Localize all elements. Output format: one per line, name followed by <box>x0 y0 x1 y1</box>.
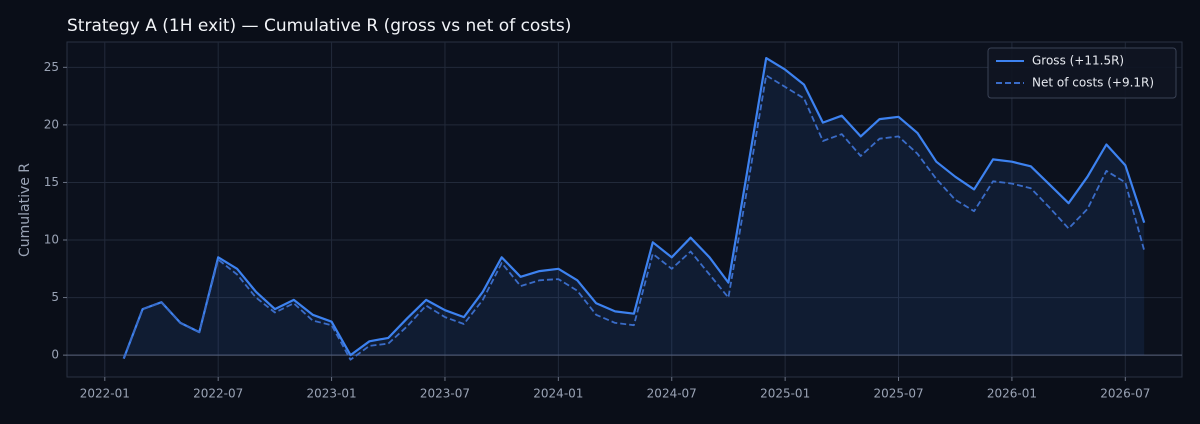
legend-label: Net of costs (+9.1R) <box>1032 76 1154 90</box>
y-tick-label: 20 <box>44 117 59 131</box>
x-tick-label: 2024-01 <box>533 387 583 401</box>
line <box>122 57 1146 359</box>
y-tick-label: 10 <box>44 233 59 247</box>
chart-title: Strategy A (1H exit) — Cumulative R (gro… <box>67 16 571 36</box>
x-tick-label: 2022-01 <box>80 387 130 401</box>
x-tick-label: 2024-07 <box>647 387 697 401</box>
y-tick-label: 15 <box>44 175 59 189</box>
x-tick-label: 2026-01 <box>987 387 1037 401</box>
x-tick-label: 2025-07 <box>873 387 923 401</box>
area <box>123 58 1145 359</box>
x-tick-label: 2023-07 <box>420 387 470 401</box>
x-tick-label: 2023-01 <box>307 387 357 401</box>
line <box>122 74 1146 361</box>
y-tick-label: 0 <box>51 348 59 362</box>
legend-label: Gross (+11.5R) <box>1032 54 1124 68</box>
y-tick-label: 25 <box>44 60 59 74</box>
y-axis-label: Cumulative R <box>17 163 33 257</box>
x-tick-label: 2022-07 <box>193 387 243 401</box>
legend: Gross (+11.5R) Net of costs (+9.1R) <box>987 47 1177 99</box>
x-tick-label: 2026-07 <box>1100 387 1150 401</box>
x-tick-label: 2025-01 <box>760 387 810 401</box>
legend-box <box>987 47 1177 99</box>
y-tick-label: 5 <box>51 290 59 304</box>
